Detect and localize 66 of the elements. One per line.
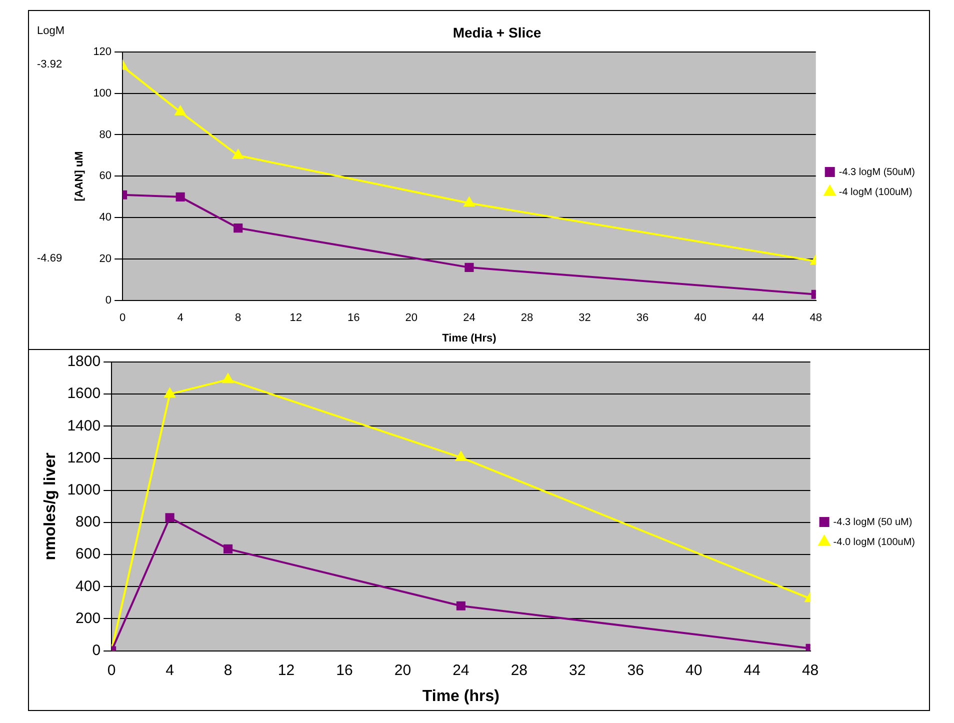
point (456, 601, 466, 610)
y-tick-label: 120 (93, 46, 112, 58)
x-tick-label: 12 (290, 312, 302, 324)
y-tick-label: 600 (76, 546, 101, 563)
point (223, 544, 233, 554)
x-tick-label: 20 (405, 312, 418, 324)
x-tick-label: 32 (578, 312, 591, 324)
point (222, 374, 234, 384)
point (234, 224, 243, 233)
y-tick-label: 200 (76, 610, 101, 627)
x-tick-label: 4 (166, 662, 174, 679)
x-tick-label: 16 (348, 312, 360, 324)
x-tick-label: 16 (336, 662, 353, 679)
legend-label: -4.3 logM (50uM) (838, 166, 916, 178)
y-tick-label: 1200 (67, 449, 101, 466)
x-tick-label: 36 (636, 312, 649, 324)
x-tick-label: 36 (627, 662, 644, 679)
y-axis-title: nmoles/g liver (42, 452, 60, 560)
y-tick-label: 400 (76, 578, 101, 595)
x-tick-label: 32 (569, 662, 586, 679)
x-tick-label: 48 (810, 312, 822, 324)
x-tick-label: 48 (802, 662, 819, 679)
y-tick-label: 40 (99, 212, 112, 224)
y-tick-label: 0 (92, 642, 101, 659)
x-tick-label: 44 (752, 312, 764, 324)
x-axis-title: Time (hrs) (422, 688, 500, 705)
point (175, 106, 186, 116)
y-tick-label: 20 (99, 253, 112, 266)
text: -4.69 (37, 252, 62, 264)
x-tick-label: 8 (235, 312, 242, 324)
x-tick-label: 0 (119, 312, 126, 324)
point (176, 192, 185, 202)
x-axis-title: Time (Hrs) (442, 332, 497, 344)
x-tick-label: 40 (694, 312, 706, 324)
x-tick-label: 28 (520, 312, 534, 324)
point (464, 262, 474, 272)
x-tick-label: 4 (177, 312, 184, 324)
x-tick-label: 12 (278, 662, 295, 679)
point (232, 149, 244, 159)
point (464, 197, 475, 207)
y-axis-title: [AAN] uM (74, 151, 86, 202)
text: -3.92 (37, 58, 62, 70)
chart-title: Media + Slice (452, 24, 542, 40)
y-tick-label: 80 (99, 128, 112, 141)
text: LogM (37, 25, 65, 38)
x-tick-label: 20 (394, 662, 412, 679)
x-tick-label: 40 (686, 662, 702, 679)
legend-label: -4.0 logM (100uM) (833, 536, 916, 548)
x-tick-label: 28 (510, 662, 528, 679)
x-tick-label: 24 (452, 662, 470, 679)
x-tick-label: 8 (224, 662, 232, 679)
point (165, 513, 174, 522)
y-tick-label: 100 (93, 87, 112, 100)
legend-label: -4 logM (100uM) (838, 186, 912, 198)
y-tick-label: 1000 (67, 481, 101, 498)
y-tick-label: 60 (99, 170, 112, 182)
x-tick-label: 44 (744, 662, 760, 679)
x-tick-label: 24 (463, 312, 476, 324)
y-tick-label: 1800 (67, 353, 101, 370)
y-tick-label: 800 (76, 514, 101, 531)
point (164, 388, 176, 398)
y-tick-label: 1400 (67, 417, 101, 434)
y-tick-label: 1600 (67, 385, 101, 402)
legend-label: -4.3 logM (50 uM) (833, 516, 912, 528)
y-tick-label: 0 (105, 294, 112, 307)
point (456, 451, 466, 461)
